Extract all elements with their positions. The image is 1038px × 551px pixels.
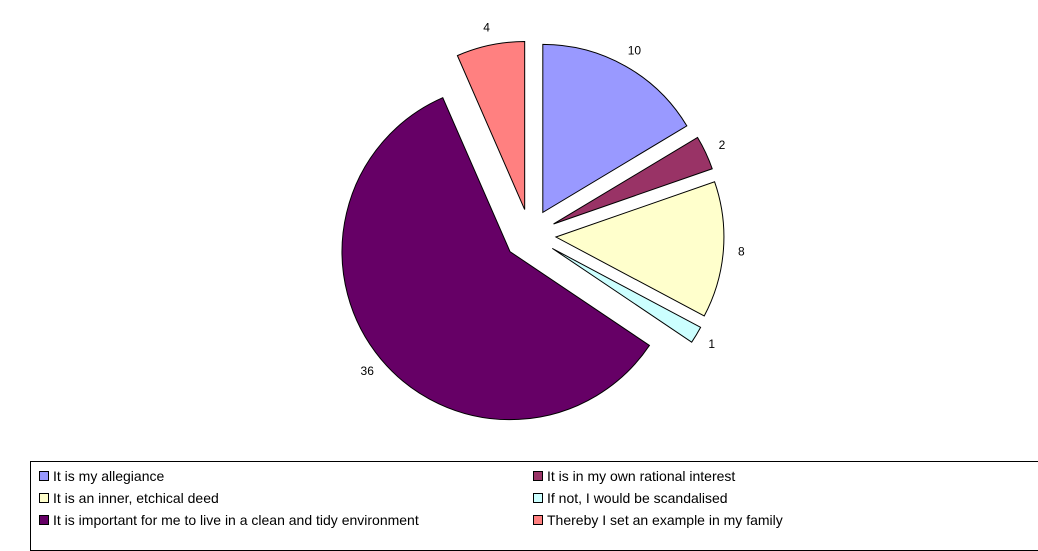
- legend-item-allegiance: It is my allegiance: [39, 468, 164, 484]
- legend-swatch: [39, 471, 49, 481]
- legend-label: It is in my own rational interest: [547, 468, 736, 484]
- legend-item-clean-environment: It is important for me to live in a clea…: [39, 512, 419, 528]
- pie-data-labels: 10 2 8 1 36 4: [361, 20, 745, 377]
- legend-item-rational-interest: It is in my own rational interest: [533, 468, 735, 484]
- legend-label: It is an inner, etchical deed: [53, 490, 219, 506]
- pie-slice-it-is-important-for-me-to-live-in-a-clean-and-tidy-environment: [341, 97, 651, 421]
- data-label-if-not-i-would-be-scandalised: 1: [708, 337, 715, 351]
- legend: It is my allegiance It is in my own rati…: [30, 461, 1038, 551]
- data-label-it-is-an-inner-etchical-deed: 8: [738, 244, 745, 258]
- data-label-thereby-i-set-an-example-in-my-family: 4: [483, 20, 490, 34]
- legend-item-scandalised: If not, I would be scandalised: [533, 490, 728, 506]
- pie-slices: [341, 41, 725, 421]
- data-label-it-is-important-for-me-to-live-in-a-clean-and-tidy-environment: 36: [361, 364, 375, 378]
- pie-slice-if-not-i-would-be-scandalised: [552, 247, 702, 343]
- legend-swatch: [39, 493, 49, 503]
- legend-item-inner-deed: It is an inner, etchical deed: [39, 490, 219, 506]
- legend-label: It is my allegiance: [53, 468, 165, 484]
- legend-label: If not, I would be scandalised: [547, 490, 728, 506]
- legend-label: Thereby I set an example in my family: [547, 512, 783, 528]
- legend-label: It is important for me to live in a clea…: [53, 512, 419, 528]
- pie-slice-it-is-in-my-own-rational-interest: [553, 136, 713, 225]
- pie-slice-it-is-my-allegiance: [542, 43, 688, 214]
- legend-swatch: [39, 515, 49, 525]
- legend-item-example-family: Thereby I set an example in my family: [533, 512, 783, 528]
- legend-swatch: [533, 493, 543, 503]
- pie-slice-it-is-an-inner-etchical-deed: [554, 181, 725, 317]
- data-label-it-is-in-my-own-rational-interest: 2: [719, 138, 726, 152]
- data-label-it-is-my-allegiance: 10: [628, 43, 642, 57]
- legend-swatch: [533, 471, 543, 481]
- pie-slice-thereby-i-set-an-example-in-my-family: [456, 41, 526, 210]
- legend-swatch: [533, 515, 543, 525]
